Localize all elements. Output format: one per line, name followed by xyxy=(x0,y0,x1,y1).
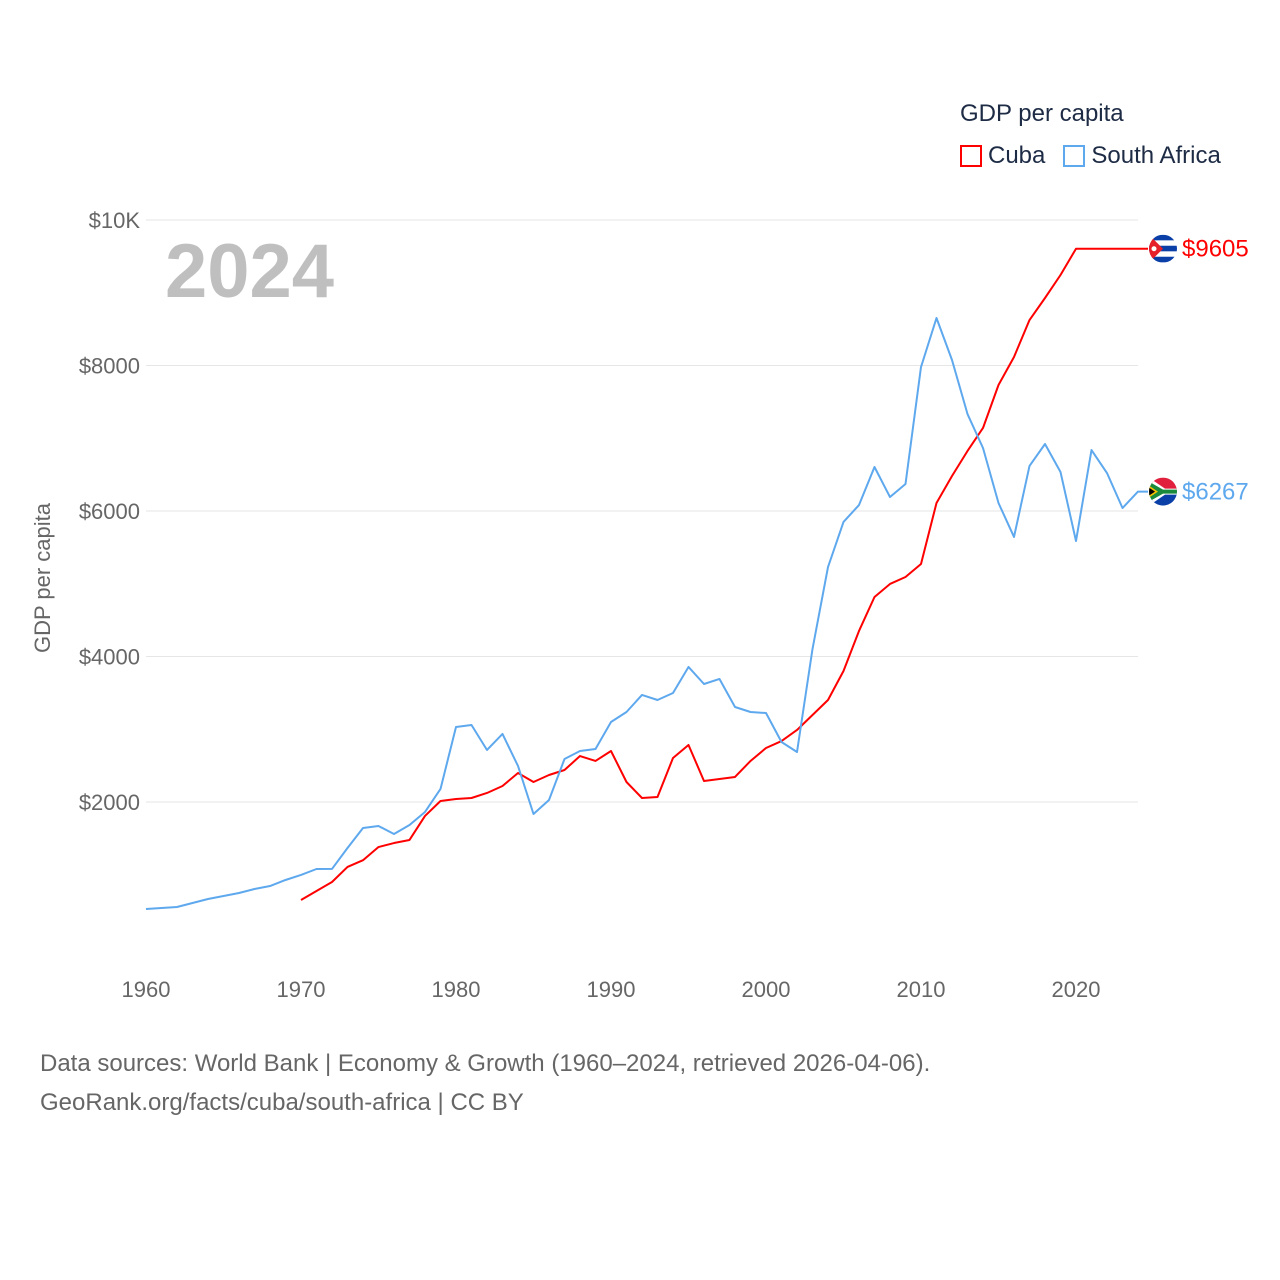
legend-title: GDP per capita xyxy=(960,100,1124,127)
series-line-cuba xyxy=(300,247,1148,901)
legend-label-south-africa: South Africa xyxy=(1091,142,1221,169)
x-tick-label: 2020 xyxy=(1052,977,1101,1002)
flag-cuba-icon xyxy=(1149,234,1177,263)
flag-south-africa-icon xyxy=(1149,477,1177,506)
x-tick-label: 2010 xyxy=(897,977,946,1002)
y-tick-label: $10K xyxy=(89,208,141,233)
legend-label-cuba: Cuba xyxy=(988,142,1046,169)
y-tick-label: $4000 xyxy=(79,645,140,670)
legend-swatch-south-africa xyxy=(1063,145,1086,167)
x-tick-label: 1970 xyxy=(277,977,326,1002)
attribution-link[interactable]: GeoRank.org/facts/cuba/south-africa | CC… xyxy=(40,1089,524,1116)
legend-item-south-africa[interactable]: South Africa xyxy=(1063,142,1221,170)
end-label-south-africa: $6267 xyxy=(1182,479,1249,506)
series-line-south-africa xyxy=(145,316,1148,911)
legend: Cuba South Africa xyxy=(960,142,1221,170)
legend-item-cuba[interactable]: Cuba xyxy=(960,142,1045,170)
y-axis-label: GDP per capita xyxy=(30,502,55,653)
legend-swatch-cuba xyxy=(960,145,982,167)
x-tick-label: 2000 xyxy=(742,977,791,1002)
x-tick-label: 1960 xyxy=(122,977,171,1002)
year-label: 2024 xyxy=(165,229,335,314)
x-tick-label: 1990 xyxy=(587,977,636,1002)
x-tick-label: 1980 xyxy=(432,977,481,1002)
y-tick-label: $6000 xyxy=(79,499,140,524)
footer: Data sources: World Bank | Economy & Gro… xyxy=(40,1044,930,1122)
y-tick-label: $8000 xyxy=(79,354,140,379)
source-text: Data sources: World Bank | Economy & Gro… xyxy=(40,1050,931,1077)
y-tick-label: $2000 xyxy=(79,790,140,815)
end-label-cuba: $9605 xyxy=(1182,236,1249,263)
